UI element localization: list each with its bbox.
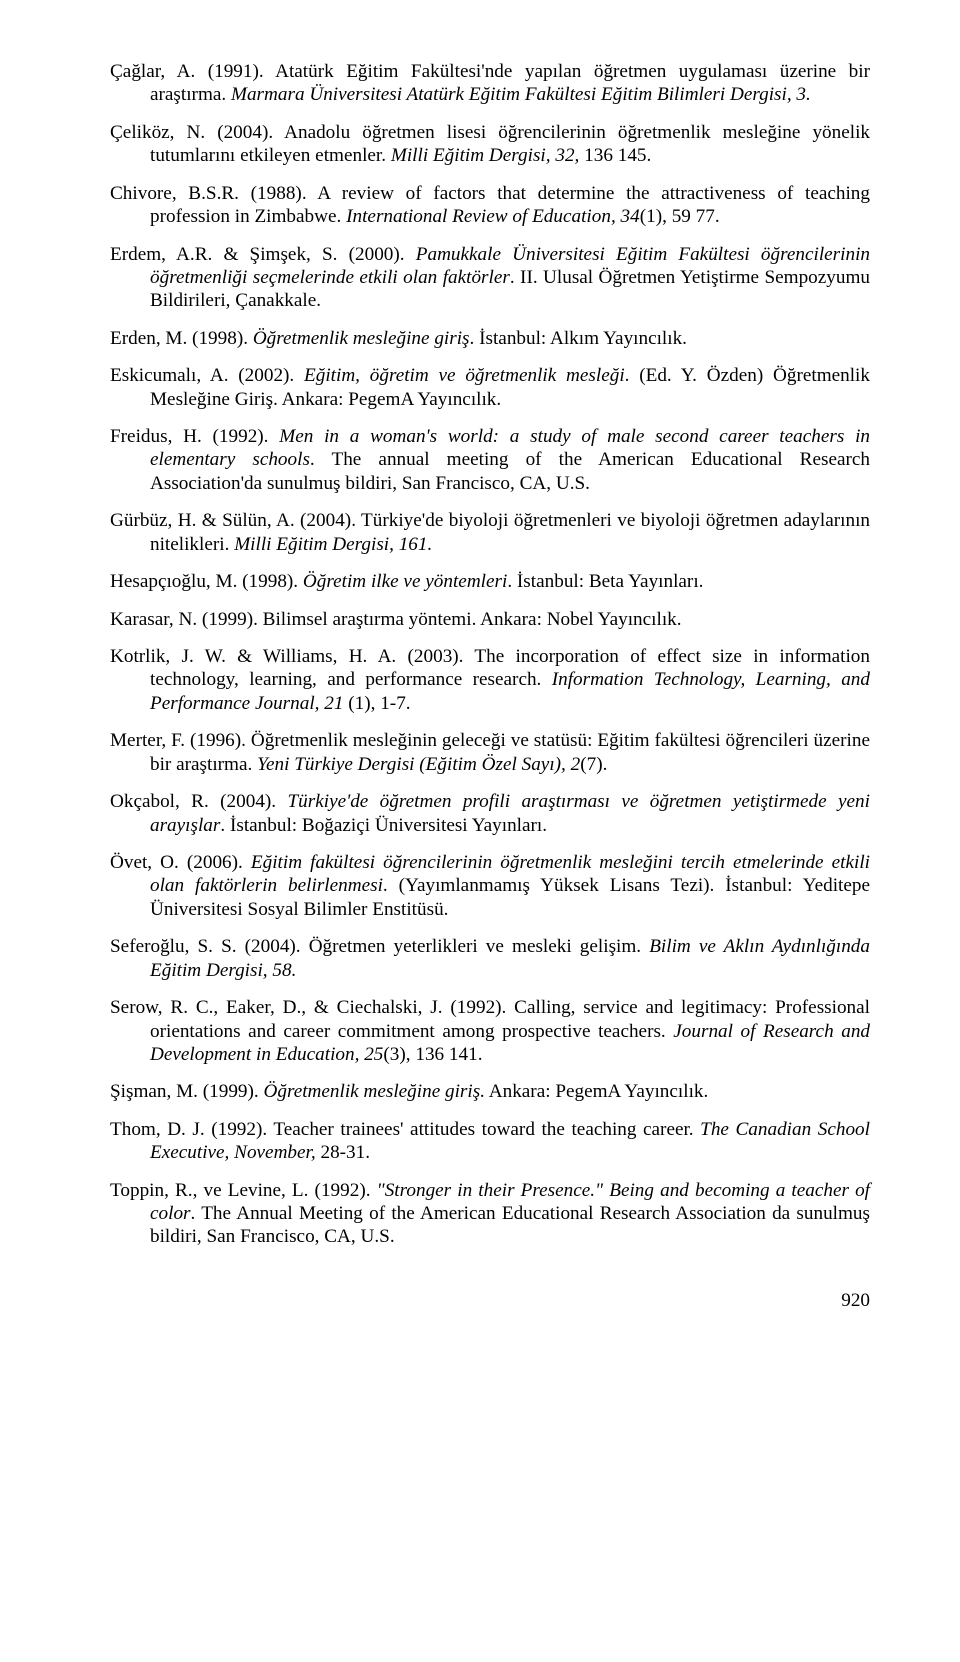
reference-entry: Toppin, R., ve Levine, L. (1992). "Stron… — [110, 1179, 870, 1249]
reference-entry: Gürbüz, H. & Sülün, A. (2004). Türkiye'd… — [110, 509, 870, 556]
reference-entry: Kotrlik, J. W. & Williams, H. A. (2003).… — [110, 645, 870, 715]
reference-text: Thom, D. J. (1992). Teacher trainees' at… — [110, 1119, 700, 1140]
reference-italic-text: Öğretmenlik mesleğine giriş. — [264, 1081, 486, 1102]
reference-italic-text: Eğitim, öğretim ve öğretmenlik mesleği — [304, 365, 625, 386]
reference-entry: Chivore, B.S.R. (1988). A review of fact… — [110, 182, 870, 229]
reference-text: (7). — [580, 754, 607, 775]
reference-text: Okçabol, R. (2004). — [110, 791, 287, 812]
reference-text: Eskicumalı, A. (2002). — [110, 365, 304, 386]
reference-text: Erdem, A.R. & Şimşek, S. (2000). — [110, 244, 416, 265]
reference-text: . İstanbul: Beta Yayınları. — [507, 571, 703, 592]
reference-text: (3), 136 141. — [383, 1044, 482, 1065]
reference-text: 136 145. — [579, 145, 651, 166]
reference-text: (1), 59 77. — [640, 206, 720, 227]
reference-text: Toppin, R., ve Levine, L. (1992). — [110, 1180, 377, 1201]
reference-entry: Serow, R. C., Eaker, D., & Ciechalski, J… — [110, 996, 870, 1066]
references-page: Çağlar, A. (1991). Atatürk Eğitim Fakült… — [0, 0, 960, 1362]
reference-text: Freidus, H. (1992). — [110, 426, 279, 447]
reference-italic-text: Yeni Türkiye Dergisi (Eğitim Özel Sayı),… — [257, 754, 580, 775]
reference-text: Şişman, M. (1999). — [110, 1081, 264, 1102]
reference-italic-text: Öğretim ilke ve yöntemleri — [303, 571, 507, 592]
reference-entry: Eskicumalı, A. (2002). Eğitim, öğretim v… — [110, 364, 870, 411]
reference-entry: Okçabol, R. (2004). Türkiye'de öğretmen … — [110, 790, 870, 837]
reference-italic-text: Marmara Üniversitesi Atatürk Eğitim Fakü… — [231, 84, 811, 105]
reference-text: (1), 1-7. — [343, 693, 410, 714]
reference-entry: Hesapçıoğlu, M. (1998). Öğretim ilke ve … — [110, 570, 870, 593]
reference-text: . The Annual Meeting of the American Edu… — [150, 1203, 870, 1247]
reference-italic-text: Milli Eğitim Dergisi, 32, — [391, 145, 580, 166]
reference-text: Seferoğlu, S. S. (2004). Öğretmen yeterl… — [110, 936, 649, 957]
references-list: Çağlar, A. (1991). Atatürk Eğitim Fakült… — [110, 60, 870, 1249]
reference-text: Hesapçıoğlu, M. (1998). — [110, 571, 303, 592]
reference-text: 28-31. — [316, 1142, 370, 1163]
reference-entry: Çeliköz, N. (2004). Anadolu öğretmen lis… — [110, 121, 870, 168]
reference-entry: Freidus, H. (1992). Men in a woman's wor… — [110, 425, 870, 495]
reference-text: Gürbüz, H. & Sülün, A. (2004). Türkiye'd… — [110, 510, 870, 554]
page-number: 920 — [110, 1289, 870, 1312]
reference-entry: Övet, O. (2006). Eğitim fakültesi öğrenc… — [110, 851, 870, 921]
reference-italic-text: International Review of Education, 34 — [346, 206, 640, 227]
reference-entry: Karasar, N. (1999). Bilimsel araştırma y… — [110, 608, 870, 631]
reference-entry: Thom, D. J. (1992). Teacher trainees' at… — [110, 1118, 870, 1165]
reference-text: Övet, O. (2006). — [110, 852, 251, 873]
reference-entry: Erden, M. (1998). Öğretmenlik mesleğine … — [110, 327, 870, 350]
reference-text: Erden, M. (1998). — [110, 328, 253, 349]
reference-text: . İstanbul: Boğaziçi Üniversitesi Yayınl… — [220, 815, 547, 836]
reference-entry: Erdem, A.R. & Şimşek, S. (2000). Pamukka… — [110, 243, 870, 313]
reference-entry: Merter, F. (1996). Öğretmenlik mesleğini… — [110, 729, 870, 776]
reference-entry: Çağlar, A. (1991). Atatürk Eğitim Fakült… — [110, 60, 870, 107]
reference-text: Karasar, N. (1999). Bilimsel araştırma y… — [110, 609, 682, 630]
reference-text: Ankara: PegemA Yayıncılık. — [485, 1081, 708, 1102]
reference-italic-text: Milli Eğitim Dergisi, 161. — [234, 534, 432, 555]
reference-italic-text: Öğretmenlik mesleğine giriş — [253, 328, 470, 349]
reference-entry: Seferoğlu, S. S. (2004). Öğretmen yeterl… — [110, 935, 870, 982]
reference-entry: Şişman, M. (1999). Öğretmenlik mesleğine… — [110, 1080, 870, 1103]
reference-text: . İstanbul: Alkım Yayıncılık. — [470, 328, 687, 349]
